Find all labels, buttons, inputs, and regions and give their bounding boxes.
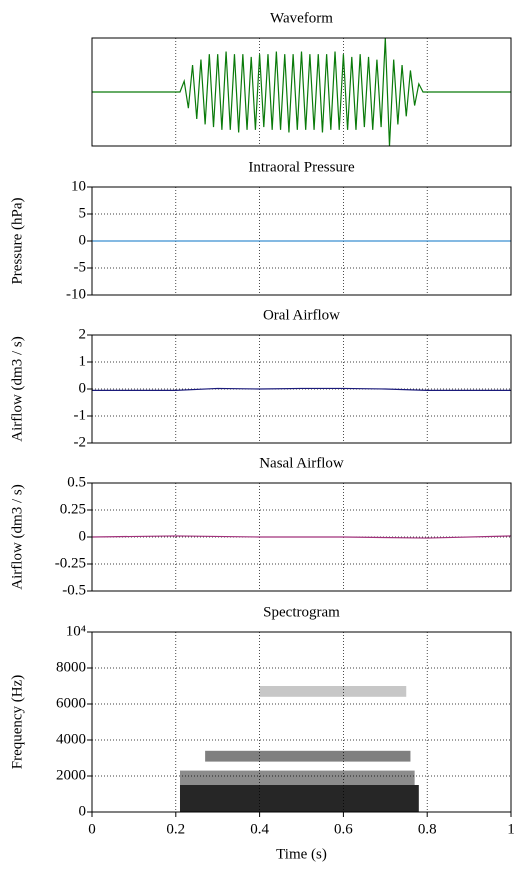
y-tick-label: 1: [79, 353, 87, 369]
data-line: [92, 387, 511, 391]
plot-frame: [91, 334, 512, 444]
spectral-region: [179, 785, 419, 812]
spectral-region: [205, 750, 411, 762]
y-axis-label: Frequency (Hz): [9, 675, 25, 770]
y-tick-label: 5: [79, 205, 87, 221]
y-tick-label: -1: [74, 407, 87, 423]
data-line: [91, 535, 512, 539]
y-tick-label: 10: [71, 178, 86, 194]
plot-frame: [91, 482, 512, 592]
y-tick-label: -2: [74, 434, 87, 450]
y-axis-label: Airflow (dm3 / s): [9, 484, 25, 589]
x-tick-label: 1: [507, 821, 515, 837]
panel-title: Waveform: [270, 10, 333, 26]
y-tick-label: 4000: [56, 731, 86, 747]
y-tick-label: 8000: [56, 659, 86, 675]
x-tick-label: 0.4: [250, 821, 269, 837]
y-tick-label: 0: [79, 380, 87, 396]
plot-frame: [91, 37, 512, 147]
panel-title: Intraoral Pressure: [248, 159, 355, 175]
panel-title: Spectrogram: [263, 604, 340, 620]
y-tick-label: 0: [79, 528, 87, 544]
y-axis-label: Pressure (hPa): [9, 197, 25, 284]
y-tick-label: 0: [79, 803, 87, 819]
spectral-region: [179, 770, 415, 785]
x-tick-label: 0.2: [166, 821, 185, 837]
y-tick-label: 0: [79, 232, 87, 248]
y-tick-label: 0.5: [67, 474, 86, 490]
y-tick-label: -0.5: [62, 582, 86, 598]
panel-title: Oral Airflow: [263, 307, 340, 323]
plot-frame: [91, 631, 512, 813]
x-tick-label: 0.8: [418, 821, 437, 837]
y-axis-label: Airflow (dm3 / s): [9, 336, 25, 441]
y-tick-label: 10⁴: [66, 623, 86, 639]
y-tick-label: -0.25: [55, 555, 86, 571]
x-tick-label: 0.6: [334, 821, 353, 837]
spectral-region: [259, 686, 407, 697]
y-tick-label: -5: [74, 259, 87, 275]
data-line: [92, 37, 511, 147]
y-tick-label: 6000: [56, 695, 86, 711]
x-axis-label: Time (s): [276, 846, 327, 862]
y-tick-label: -10: [66, 286, 86, 302]
x-tick-label: 0: [88, 821, 96, 837]
panel-title: Nasal Airflow: [259, 455, 344, 471]
plot-frame: [91, 186, 512, 296]
y-tick-label: 2: [79, 326, 87, 342]
y-tick-label: 0.25: [60, 501, 86, 517]
y-tick-label: 2000: [56, 767, 86, 783]
